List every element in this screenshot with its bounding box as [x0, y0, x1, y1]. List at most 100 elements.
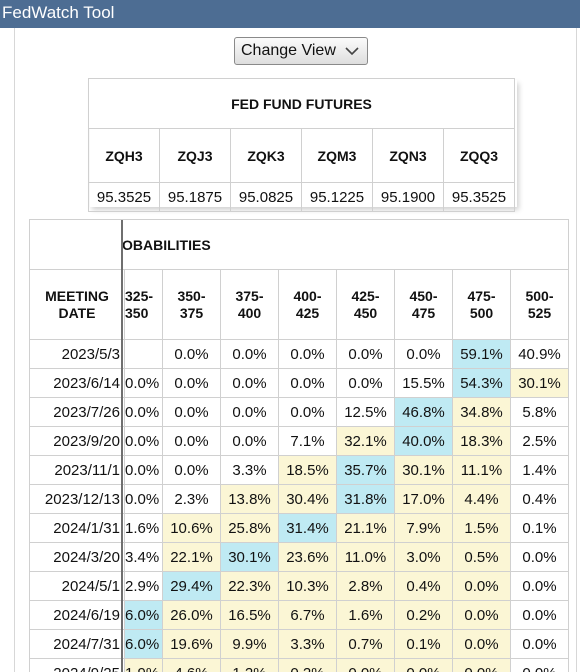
rate-range-header[interactable]: 375- 400 — [220, 269, 279, 340]
meeting-date: 2024/3/20 — [29, 542, 125, 572]
probability-cell: 1.5% — [452, 513, 511, 543]
probability-cell: 0.0% — [124, 368, 163, 398]
probability-cell: 3.3% — [220, 455, 279, 485]
probability-cell: 2.9% — [124, 571, 163, 601]
probability-cell: 18.5% — [278, 455, 337, 485]
probability-cell: 11.0% — [336, 542, 395, 572]
probability-cell: 0.0% — [394, 658, 453, 672]
probability-cell: 0.0% — [220, 368, 279, 398]
tool-title: FedWatch Tool — [2, 3, 115, 22]
futures-price-zqk3: 95.0825 — [230, 182, 302, 212]
rate-range-header[interactable]: 325- 350 — [124, 269, 163, 340]
probability-cell: 6.0% — [124, 600, 163, 630]
probabilities-title: OBABILITIES — [29, 219, 569, 270]
probability-cell: 25.8% — [220, 513, 279, 543]
probability-cell: 13.8% — [220, 484, 279, 514]
probability-cell: 0.4% — [394, 571, 453, 601]
probability-cell: 6.0% — [124, 629, 163, 659]
probability-cell: 19.6% — [162, 629, 221, 659]
meeting-date: 2024/6/19 — [29, 600, 125, 630]
rate-range-header[interactable]: 350- 375 — [162, 269, 221, 340]
meeting-date: 2024/1/31 — [29, 513, 125, 543]
probability-cell: 3.4% — [124, 542, 163, 572]
probabilities-panel[interactable]: OBABILITIES MEETING DATE 325- 350 350- 375 375… — [29, 219, 580, 672]
futures-code-zqm3: ZQM3 — [301, 128, 373, 183]
probability-cell: 0.0% — [124, 455, 163, 485]
probability-cell: 0.0% — [124, 484, 163, 514]
probability-cell: 59.1% — [452, 339, 511, 369]
meeting-date: 2024/7/31 — [29, 629, 125, 659]
probability-cell: 0.0% — [162, 426, 221, 456]
futures-code-zqh3: ZQH3 — [88, 128, 160, 183]
probability-cell: 30.1% — [220, 542, 279, 572]
table-row: 2024/3/20 3.4% 22.1% 30.1% 23.6% 11.0% 3.0% 0.5… — [29, 542, 569, 572]
table-row: 2023/5/3 0.0% 0.0% 0.0% 0.0% 0.0% 59.1% 40.9% — [29, 339, 569, 369]
probability-cell: 0.0% — [124, 397, 163, 427]
probability-cell: 34.8% — [452, 397, 511, 427]
rate-range-header[interactable]: 425- 450 — [336, 269, 395, 340]
probability-cell: 0.1% — [394, 629, 453, 659]
probability-cell: 4.4% — [452, 484, 511, 514]
probability-cell: 0.0% — [336, 339, 395, 369]
probability-cell: 22.3% — [220, 571, 279, 601]
probability-cell: 3.0% — [394, 542, 453, 572]
probability-cell: 10.6% — [162, 513, 221, 543]
table-row: 2024/9/251.9%4.6%1.2%0.2%0.0%0.0%0.0%0.0… — [29, 658, 569, 672]
meeting-date: 2023/11/1 — [29, 455, 125, 485]
rate-range-header[interactable]: 500- 525 — [510, 269, 569, 340]
probability-cell: 0.2% — [394, 600, 453, 630]
probability-cell: 0.0% — [452, 629, 511, 659]
rate-range-header[interactable]: 400- 425 — [278, 269, 337, 340]
change-view-button[interactable]: Change View — [234, 37, 368, 65]
table-row: 2024/7/31 6.0% 19.6% 9.9% 3.3% 0.7% 0.1% 0.0% 0.… — [29, 629, 569, 659]
probability-cell: 31.4% — [278, 513, 337, 543]
probability-cell: 0.0% — [162, 397, 221, 427]
probability-cell: 2.8% — [336, 571, 395, 601]
probability-cell: 0.0% — [278, 339, 337, 369]
frozen-column-divider[interactable] — [121, 220, 123, 672]
probability-cell: 54.3% — [452, 368, 511, 398]
probability-cell: 10.3% — [278, 571, 337, 601]
probability-cell: 1.9% — [124, 658, 163, 672]
probability-cell: 0.0% — [162, 455, 221, 485]
futures-title: FED FUND FUTURES — [88, 78, 515, 129]
futures-price-zqq3: 95.3525 — [443, 182, 515, 212]
probability-cell: 21.1% — [336, 513, 395, 543]
rate-range-header[interactable]: 450- 475 — [394, 269, 453, 340]
probability-cell: 0.5% — [452, 542, 511, 572]
probability-cell: 0.0% — [510, 629, 569, 659]
probability-cell — [124, 339, 163, 369]
probability-cell: 0.0% — [278, 397, 337, 427]
probability-cell: 1.4% — [510, 455, 569, 485]
probability-cell: 22.1% — [162, 542, 221, 572]
table-row: 2024/5/1 2.9% 29.4% 22.3% 10.3% 2.8% 0.4% 0.0% 0… — [29, 571, 569, 601]
probability-cell: 30.4% — [278, 484, 337, 514]
meeting-date-header[interactable]: MEETING DATE — [29, 269, 125, 340]
futures-code-zqq3: ZQQ3 — [443, 128, 515, 183]
probability-cell: 0.7% — [336, 629, 395, 659]
probability-cell: 0.0% — [336, 368, 395, 398]
meeting-date: 2023/6/14 — [29, 368, 125, 398]
probability-cell: 0.0% — [162, 368, 221, 398]
page-right-border — [576, 0, 577, 672]
rate-range-header[interactable]: 475- 500 — [452, 269, 511, 340]
futures-code-zqk3: ZQK3 — [230, 128, 302, 183]
meeting-date: 2023/5/3 — [29, 339, 125, 369]
futures-price-zqj3: 95.1875 — [159, 182, 231, 212]
probability-cell: 0.0% — [220, 339, 279, 369]
probability-cell: 0.0% — [162, 339, 221, 369]
probability-cell: 40.9% — [510, 339, 569, 369]
probability-cell: 0.0% — [510, 600, 569, 630]
probability-cell: 40.0% — [394, 426, 453, 456]
page-left-border — [14, 0, 15, 672]
table-row: 2024/6/19 6.0% 26.0% 16.5% 6.7% 1.6% 0.2% 0.0% 0… — [29, 600, 569, 630]
futures-code-zqn3: ZQN3 — [372, 128, 444, 183]
probability-cell: 0.0% — [452, 658, 511, 672]
probability-cell: 1.6% — [336, 600, 395, 630]
meeting-date: 2024/5/1 — [29, 571, 125, 601]
probability-cell: 5.8% — [510, 397, 569, 427]
probability-cell: 1.6% — [124, 513, 163, 543]
chevron-down-icon — [345, 47, 359, 56]
probability-cell: 0.0% — [124, 426, 163, 456]
probability-cell: 0.0% — [510, 542, 569, 572]
